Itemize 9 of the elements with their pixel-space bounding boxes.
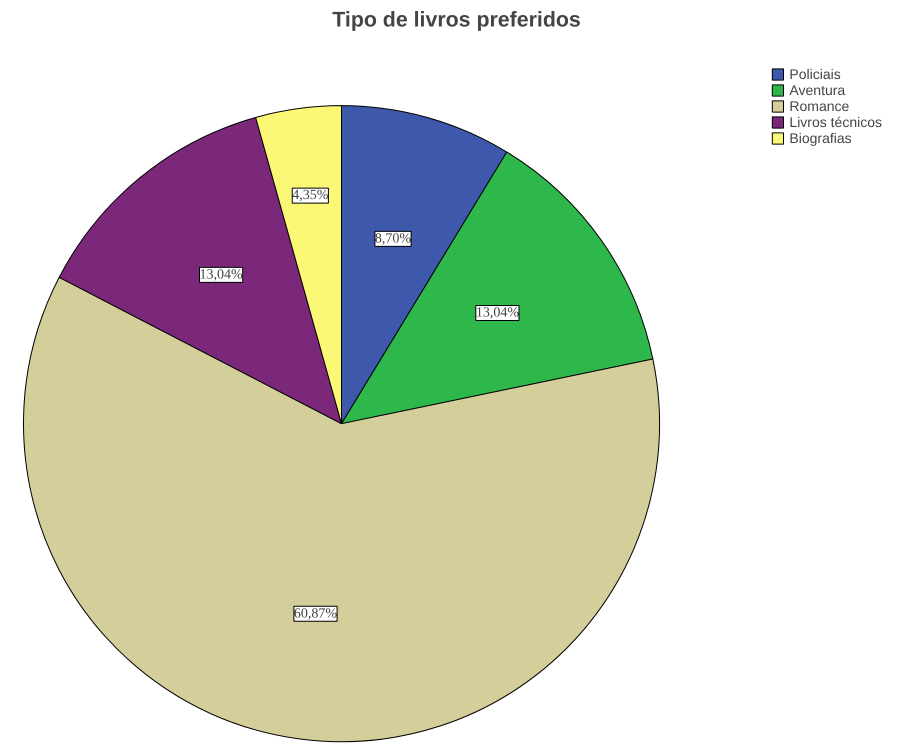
legend-label: Aventura: [789, 82, 846, 98]
chart-title: Tipo de livros preferidos: [332, 8, 581, 32]
data-label: 60,87%: [294, 606, 338, 622]
legend-label: Livros técnicos: [789, 114, 882, 130]
data-label: 13,04%: [476, 306, 520, 321]
legend-label: Biografias: [789, 130, 852, 146]
legend-label: Romance: [789, 98, 850, 114]
data-label: 8,70%: [374, 231, 412, 246]
legend-label: Policiais: [789, 66, 841, 82]
